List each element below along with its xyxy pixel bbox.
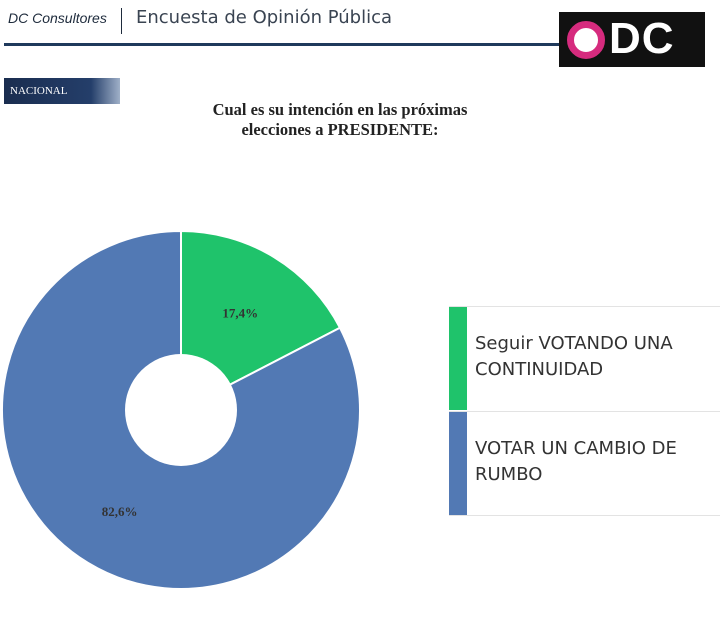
slice-continuidad <box>180 229 342 412</box>
legend-label: Seguir VOTANDO UNA CONTINUIDAD <box>475 333 673 380</box>
legend-swatch <box>449 307 467 410</box>
logo-text: DC <box>609 14 675 63</box>
chart-title: Cual es su intención en las próximas ele… <box>165 100 515 140</box>
brand-name: DC Consultores <box>8 10 107 26</box>
donut-hole <box>125 354 237 466</box>
legend-swatch <box>449 412 467 515</box>
chart-title-line-2: elecciones a PRESIDENTE: <box>241 120 439 139</box>
header-rule <box>4 43 560 46</box>
header-separator <box>121 8 122 34</box>
logo-ring-icon <box>567 21 605 59</box>
chart-title-line-1: Cual es su intención en las próximas <box>212 100 468 119</box>
legend-label: VOTAR UN CAMBIO DE RUMBO <box>475 438 677 485</box>
chart-legend: Seguir VOTANDO UNA CONTINUIDAD VOTAR UN … <box>449 306 720 516</box>
odc-logo: DC <box>559 12 705 67</box>
data-label-continuidad: 17,4% <box>222 306 258 321</box>
region-badge: NACIONAL <box>4 78 120 104</box>
legend-item-continuidad: Seguir VOTANDO UNA CONTINUIDAD <box>449 307 720 410</box>
data-label-cambio: 82,6% <box>102 504 138 519</box>
legend-item-cambio: VOTAR UN CAMBIO DE RUMBO <box>449 411 720 515</box>
survey-title: Encuesta de Opinión Pública <box>136 7 393 28</box>
